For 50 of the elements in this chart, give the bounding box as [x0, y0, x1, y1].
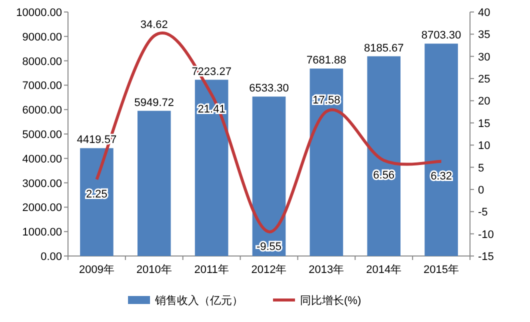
- y2-tick-label: 0: [478, 184, 484, 196]
- y2-tick-label: 25: [478, 74, 490, 86]
- data-label: 7681.88: [306, 54, 346, 67]
- y-tick-label: 9000.00: [22, 31, 62, 44]
- data-label: 6.32: [430, 170, 452, 182]
- data-label: 6533.30: [249, 82, 289, 95]
- x-tick-label: 2014年: [366, 264, 402, 276]
- y-tick-label: 1000.00: [22, 226, 62, 239]
- y-tick-label: 4000.00: [22, 153, 62, 166]
- bar: [194, 80, 228, 256]
- data-label: 6.56: [373, 169, 395, 182]
- bar: [80, 148, 114, 256]
- x-tick-label: 2015年: [424, 264, 460, 276]
- data-label: 5949.72: [134, 96, 174, 109]
- data-label: 8703.30: [421, 30, 462, 42]
- bar: [137, 110, 171, 256]
- y-tick-label: 8000.00: [22, 56, 62, 68]
- bar: [310, 68, 344, 256]
- x-tick-label: 2010年: [136, 264, 172, 276]
- x-tick-label: 2012年: [251, 264, 287, 276]
- bar: [367, 56, 401, 256]
- legend-label: 同比增长(%): [300, 294, 362, 307]
- y2-tick-label: -10: [478, 228, 494, 241]
- bar: [424, 44, 458, 256]
- bar: [252, 96, 286, 256]
- y2-tick-label: 10: [478, 140, 490, 152]
- x-tick-label: 2013年: [308, 264, 344, 276]
- y2-tick-label: -15: [478, 251, 494, 263]
- y-tick-label: 2000.00: [22, 202, 62, 214]
- data-label: -9.55: [256, 240, 282, 253]
- legend-label: 销售收入（亿元）: [154, 294, 243, 307]
- x-tick-label: 2009年: [78, 264, 114, 276]
- data-label: 2.25: [86, 188, 108, 200]
- y2-tick-label: -5: [478, 206, 488, 219]
- y-tick-label: 6000.00: [22, 104, 62, 117]
- y2-tick-label: 30: [478, 51, 490, 64]
- y-tick-label: 10000.00: [16, 7, 62, 19]
- data-label: 17.58: [312, 94, 340, 106]
- y2-tick-label: 20: [478, 96, 490, 108]
- y2-tick-label: 5: [478, 162, 484, 174]
- y-tick-label: 3000.00: [22, 178, 62, 190]
- y2-tick-label: 15: [478, 118, 490, 130]
- y2-tick-label: 40: [478, 7, 490, 19]
- y-tick-label: 0.00: [40, 251, 62, 263]
- y2-tick-label: 35: [478, 29, 490, 42]
- y-tick-label: 5000.00: [22, 129, 62, 141]
- y-tick-label: 7000.00: [22, 80, 62, 92]
- x-tick-label: 2011年: [194, 264, 229, 276]
- data-label: 8185.67: [364, 42, 404, 54]
- data-label: 34.62: [140, 18, 168, 31]
